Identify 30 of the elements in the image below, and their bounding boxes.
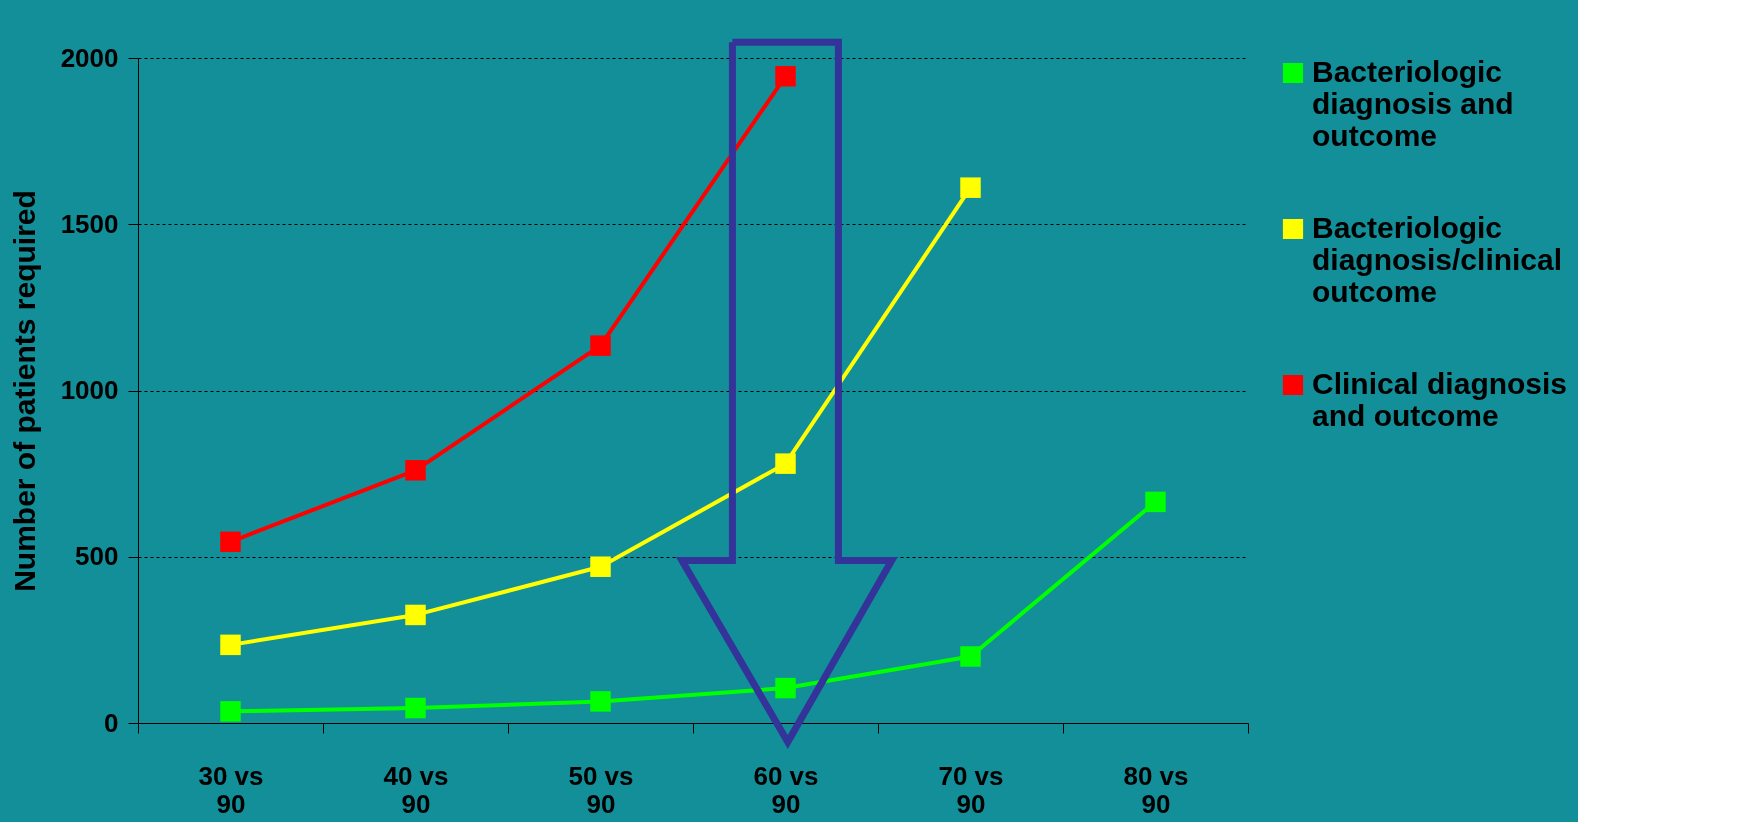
- y-tick-label: 1500: [60, 208, 119, 239]
- point: [960, 646, 981, 667]
- legend-label: Bacteriologic diagnosis/clinical outcome: [1312, 211, 1563, 308]
- legend-label: Bacteriologic diagnosis and outcome: [1312, 55, 1514, 152]
- x-tick-label: 30 vs 90: [198, 760, 264, 819]
- x-tick-label: 50 vs 90: [568, 760, 634, 819]
- point: [220, 634, 241, 656]
- point: [405, 460, 426, 481]
- point: [775, 677, 796, 699]
- point: [405, 604, 426, 626]
- y-tick-label: 2000: [60, 42, 119, 73]
- point: [1145, 491, 1166, 513]
- y-tick-label: 1000: [60, 375, 119, 405]
- y-axis-title: Number of patients required: [7, 190, 41, 592]
- y-tick-label: 500: [75, 541, 119, 572]
- point: [590, 556, 611, 577]
- x-tick-label: 80 vs 90: [1123, 760, 1189, 819]
- x-tick-label: 60 vs 90: [753, 760, 819, 819]
- point: [960, 177, 981, 198]
- point: [590, 691, 611, 712]
- legend-label: Clinical diagnosis and outcome: [1312, 367, 1568, 432]
- x-tick-label: 40 vs 90: [383, 760, 449, 819]
- point: [775, 453, 796, 474]
- point: [220, 701, 241, 722]
- y-tick-label: 0: [104, 707, 119, 738]
- point: [775, 66, 796, 87]
- point: [405, 697, 426, 719]
- point: [220, 531, 241, 553]
- point: [590, 335, 611, 356]
- x-tick-label: 70 vs 90: [938, 760, 1004, 819]
